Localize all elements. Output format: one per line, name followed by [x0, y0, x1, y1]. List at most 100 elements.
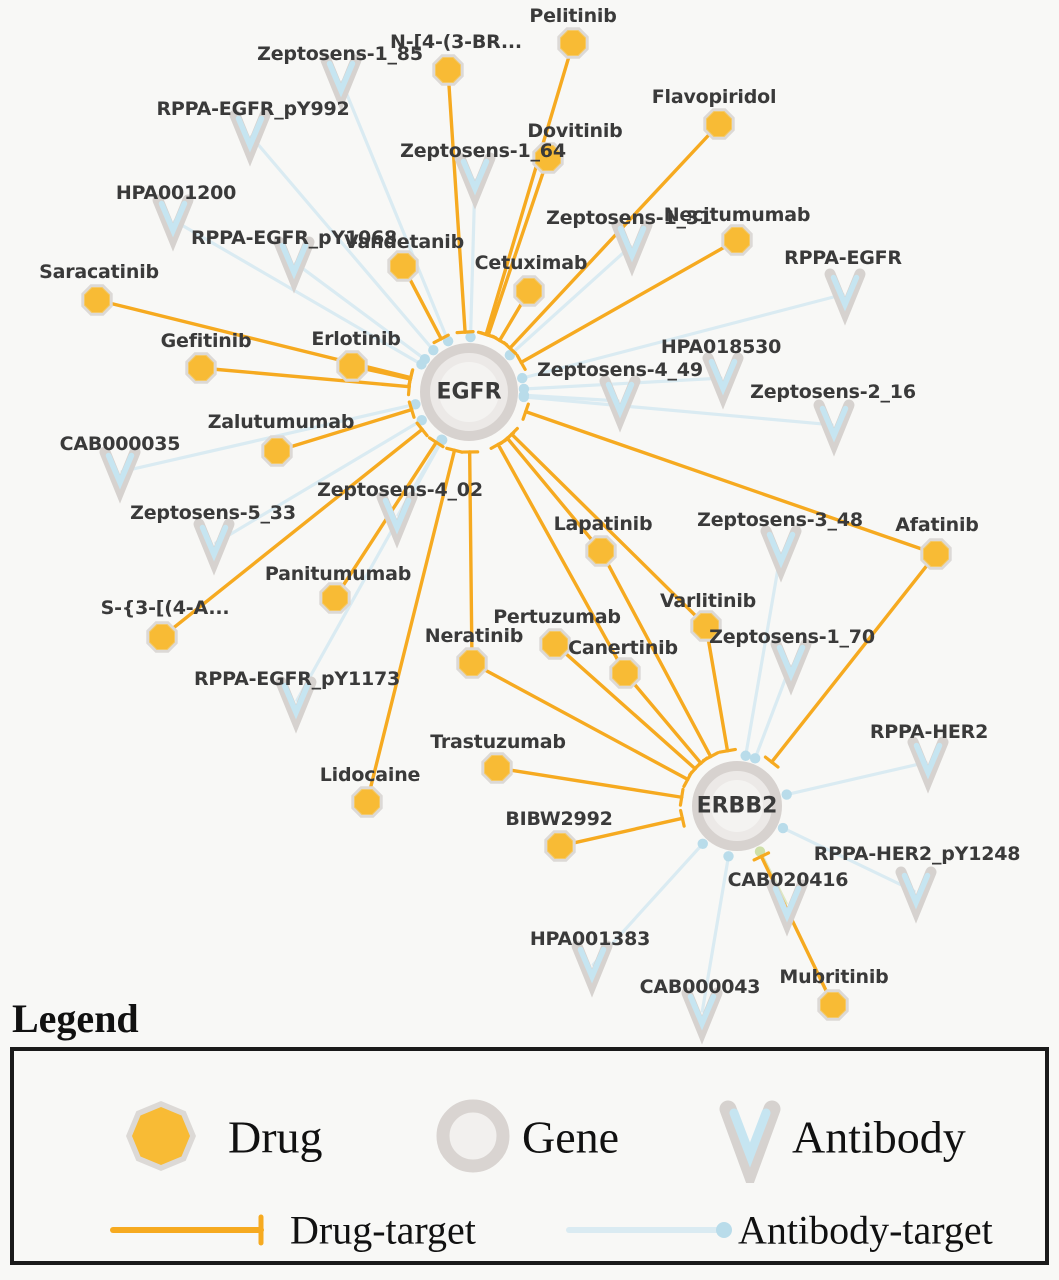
edge-antibody-target	[214, 418, 424, 545]
edge-drug-target	[497, 301, 524, 343]
edge-drug-target	[496, 442, 620, 663]
antibody-node[interactable]	[229, 109, 271, 167]
antibody-node[interactable]	[681, 987, 723, 1045]
antibody-chevron-icon	[719, 1100, 781, 1183]
edge-antibody-target	[249, 134, 435, 352]
antibody-chevron-inner	[687, 993, 717, 1031]
antibody-node[interactable]	[275, 676, 317, 734]
edge-drug-target	[407, 276, 443, 341]
drug-node[interactable]	[339, 353, 365, 379]
drug-node[interactable]	[188, 355, 214, 381]
antibody-node[interactable]	[766, 879, 808, 937]
antibody-chevron-inner	[776, 644, 806, 682]
antibody-target-dot	[428, 344, 439, 356]
drug-target-tbar	[455, 330, 475, 335]
antibody-chevron-inner	[158, 200, 188, 238]
drug-target-tbar	[678, 787, 685, 807]
drug-node[interactable]	[560, 30, 586, 56]
drug-node[interactable]	[390, 253, 416, 279]
antibody-node[interactable]	[193, 518, 235, 576]
antibody-target-dot	[465, 331, 476, 343]
edge-antibody-target	[173, 219, 424, 366]
antibody-target-dot	[419, 354, 431, 365]
edge-drug-target	[447, 82, 467, 334]
antibody-node[interactable]	[571, 940, 613, 998]
antibody-target-dot	[517, 372, 528, 384]
drug-node[interactable]	[820, 992, 846, 1018]
edge-drug-target	[505, 436, 594, 542]
legend-drug-label: Drug	[228, 1111, 323, 1163]
drug-node[interactable]	[484, 755, 510, 781]
legend-drug-target-label: Drug-target	[290, 1207, 476, 1253]
edge-antibody-target	[508, 244, 633, 357]
antibody-node[interactable]	[907, 736, 949, 794]
antibody-node[interactable]	[770, 638, 812, 696]
antibody-chevron-inner	[819, 405, 849, 443]
antibody-node[interactable]	[152, 194, 194, 252]
edge-antibody-target	[520, 292, 845, 380]
drug-node[interactable]	[354, 789, 380, 815]
edge-drug-target	[213, 367, 411, 389]
antibody-node[interactable]	[895, 866, 937, 924]
antibody-target-dot	[518, 391, 529, 403]
edge-drug-target	[770, 563, 930, 764]
drug-target-tbar	[407, 400, 416, 419]
legend-antibody-label: Antibody	[792, 1111, 966, 1163]
drug-node[interactable]	[693, 613, 719, 639]
antibody-target-dot	[723, 851, 734, 862]
antibody-node[interactable]	[824, 268, 866, 326]
drug-node[interactable]	[322, 585, 348, 611]
drug-node[interactable]	[542, 631, 568, 657]
drug-node[interactable]	[706, 111, 732, 137]
drug-node[interactable]	[535, 145, 561, 171]
drug-target-tbar	[445, 446, 464, 454]
edge-antibody-target	[744, 551, 783, 758]
drug-node[interactable]	[724, 227, 750, 253]
drug-node[interactable]	[612, 660, 638, 686]
antibody-chevron-inner	[766, 531, 796, 569]
drug-target-tbar	[718, 747, 737, 754]
drug-node[interactable]	[923, 541, 949, 567]
antibody-chevron-inner	[460, 158, 490, 196]
antibody-node[interactable]	[454, 152, 496, 210]
antibody-chevron-inner	[913, 742, 943, 780]
gene-node-center	[439, 362, 499, 422]
drug-target-tbar	[432, 333, 450, 345]
edge-drug-target	[759, 854, 829, 995]
antibody-node[interactable]	[760, 525, 802, 583]
drug-node[interactable]	[459, 650, 485, 676]
antibody-chevron-inner	[708, 358, 738, 396]
drug-target-tbar	[489, 438, 507, 450]
edge-drug-target	[363, 367, 413, 381]
antibody-node[interactable]	[702, 352, 744, 410]
drug-node[interactable]	[435, 57, 461, 83]
antibody-node[interactable]	[813, 399, 855, 457]
antibody-node[interactable]	[320, 54, 362, 112]
antibody-target-edge-icon	[566, 1222, 732, 1238]
legend-gene-label: Gene	[522, 1111, 620, 1163]
antibody-node[interactable]	[273, 236, 315, 294]
drug-target-tbar	[521, 402, 530, 421]
drug-node[interactable]	[588, 538, 614, 564]
drug-target-edge-icon	[110, 1214, 264, 1246]
edge-antibody-target	[522, 395, 834, 427]
drug-node[interactable]	[264, 438, 290, 464]
antibody-target-dot	[442, 335, 454, 347]
drug-node[interactable]	[149, 624, 175, 650]
edge-antibody-target	[753, 664, 792, 760]
drug-node[interactable]	[547, 833, 573, 859]
drug-node[interactable]	[516, 278, 542, 304]
antibody-node[interactable]	[376, 491, 418, 549]
drug-octagon-icon	[126, 1101, 196, 1171]
antibody-node[interactable]	[599, 375, 641, 433]
edge-drug-target	[563, 651, 697, 771]
drug-target-tbar	[679, 808, 686, 828]
antibody-node[interactable]	[611, 219, 653, 277]
antibody-chevron-inner	[577, 946, 607, 984]
antibody-node[interactable]	[99, 446, 141, 504]
drug-node[interactable]	[84, 287, 110, 313]
edge-drug-target	[509, 768, 684, 799]
antibody-target-dot	[416, 414, 427, 426]
edge-drug-target	[482, 667, 690, 782]
